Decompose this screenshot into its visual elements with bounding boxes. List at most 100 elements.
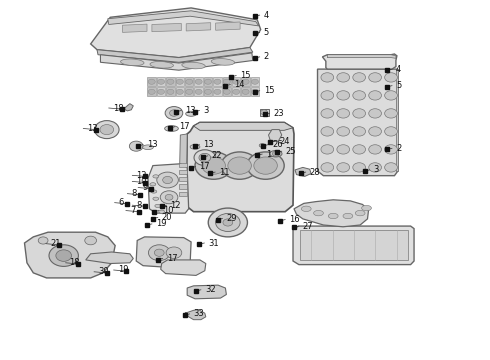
Text: 32: 32 <box>205 285 216 294</box>
Circle shape <box>353 109 366 118</box>
Circle shape <box>385 145 397 154</box>
Text: 6: 6 <box>119 198 124 207</box>
Circle shape <box>321 109 334 118</box>
Polygon shape <box>260 109 269 116</box>
Circle shape <box>221 152 258 179</box>
Ellipse shape <box>314 211 323 216</box>
Text: 24: 24 <box>279 137 290 146</box>
Text: 13: 13 <box>185 106 196 115</box>
Circle shape <box>216 213 240 231</box>
Polygon shape <box>179 134 187 206</box>
Text: 13: 13 <box>147 140 158 149</box>
Text: 12: 12 <box>171 201 181 210</box>
Polygon shape <box>327 55 396 58</box>
Circle shape <box>158 79 165 84</box>
Circle shape <box>385 163 397 172</box>
Ellipse shape <box>362 206 371 211</box>
Polygon shape <box>108 11 259 26</box>
Polygon shape <box>232 87 241 96</box>
Ellipse shape <box>121 59 144 66</box>
Polygon shape <box>175 77 184 86</box>
Text: 23: 23 <box>273 109 284 118</box>
Circle shape <box>223 79 230 84</box>
Circle shape <box>214 79 221 84</box>
Circle shape <box>385 91 397 100</box>
Circle shape <box>369 145 382 154</box>
Circle shape <box>353 127 366 136</box>
Polygon shape <box>148 164 189 213</box>
Polygon shape <box>157 87 165 96</box>
Circle shape <box>167 89 174 94</box>
Polygon shape <box>161 260 206 275</box>
Text: 15: 15 <box>264 86 274 95</box>
Polygon shape <box>242 77 250 86</box>
Polygon shape <box>195 87 203 96</box>
Polygon shape <box>396 69 398 171</box>
Circle shape <box>233 89 240 94</box>
Circle shape <box>186 89 193 94</box>
Circle shape <box>242 79 249 84</box>
Text: 10: 10 <box>136 177 147 186</box>
Polygon shape <box>251 77 259 86</box>
Text: 27: 27 <box>303 222 314 231</box>
Ellipse shape <box>143 145 153 150</box>
Ellipse shape <box>155 204 161 207</box>
Polygon shape <box>179 192 187 196</box>
Circle shape <box>321 73 334 82</box>
Polygon shape <box>166 87 174 96</box>
Circle shape <box>214 89 221 94</box>
Circle shape <box>85 236 97 245</box>
Circle shape <box>242 89 249 94</box>
Polygon shape <box>322 54 397 69</box>
Circle shape <box>158 89 165 94</box>
Circle shape <box>385 109 397 118</box>
Circle shape <box>353 163 366 172</box>
Circle shape <box>337 163 350 172</box>
Circle shape <box>129 141 143 151</box>
Circle shape <box>148 79 155 84</box>
Circle shape <box>223 219 233 226</box>
Text: 1: 1 <box>266 150 271 159</box>
Polygon shape <box>179 170 187 174</box>
Text: 21: 21 <box>50 239 60 248</box>
Circle shape <box>369 73 382 82</box>
Polygon shape <box>136 237 191 268</box>
Text: 26: 26 <box>272 140 283 149</box>
Ellipse shape <box>153 197 159 200</box>
Text: 28: 28 <box>310 168 320 177</box>
Text: 13: 13 <box>203 140 214 149</box>
Text: 10: 10 <box>163 206 173 215</box>
Polygon shape <box>300 230 408 260</box>
Ellipse shape <box>165 126 178 131</box>
Circle shape <box>95 121 119 139</box>
Polygon shape <box>24 232 115 278</box>
Circle shape <box>148 245 170 261</box>
Polygon shape <box>293 226 414 265</box>
Circle shape <box>100 125 114 135</box>
Text: 13: 13 <box>87 124 98 133</box>
Text: 18: 18 <box>70 258 80 267</box>
Polygon shape <box>187 285 226 299</box>
Circle shape <box>321 163 334 172</box>
Ellipse shape <box>270 150 282 157</box>
Circle shape <box>223 89 230 94</box>
Polygon shape <box>216 22 240 30</box>
Polygon shape <box>179 177 187 181</box>
Circle shape <box>204 89 212 94</box>
Circle shape <box>165 194 173 200</box>
Circle shape <box>228 157 251 174</box>
Text: 16: 16 <box>289 215 300 224</box>
Ellipse shape <box>190 145 200 149</box>
Circle shape <box>148 89 155 94</box>
Text: 4: 4 <box>264 11 269 20</box>
Circle shape <box>165 107 183 120</box>
Text: 2: 2 <box>396 144 401 153</box>
Text: 3: 3 <box>203 106 209 115</box>
Circle shape <box>337 127 350 136</box>
Circle shape <box>353 145 366 154</box>
Text: 31: 31 <box>208 239 219 248</box>
Polygon shape <box>147 77 156 86</box>
Circle shape <box>353 73 366 82</box>
Text: 15: 15 <box>240 71 250 80</box>
Polygon shape <box>185 87 194 96</box>
